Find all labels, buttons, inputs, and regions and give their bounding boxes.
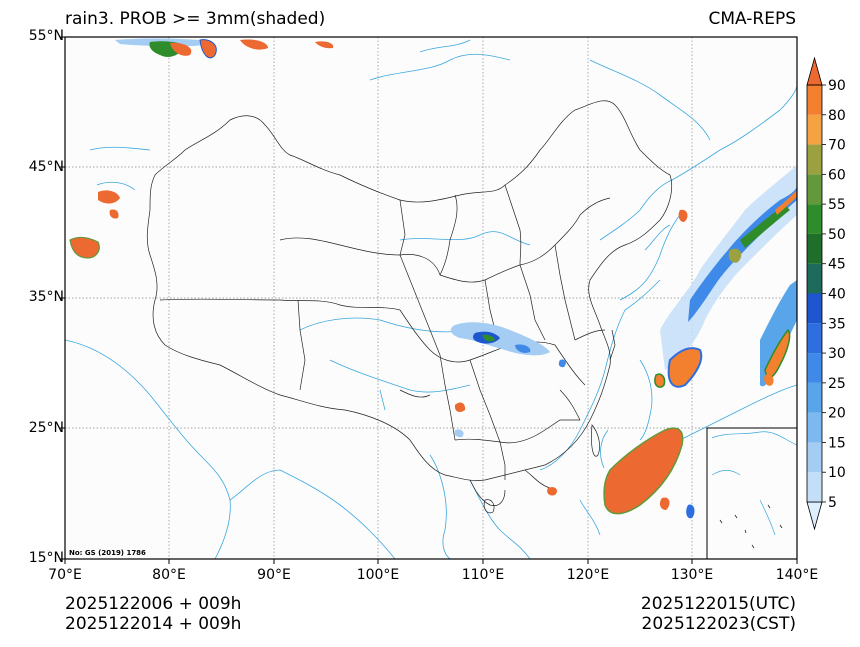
colorbar-label: 10 xyxy=(828,465,846,481)
lat-label-55: 55°N xyxy=(28,28,64,44)
init-time-block: 2025122006 + 009h 2025122014 + 009h xyxy=(65,594,241,634)
lon-label-120: 120°E xyxy=(566,567,610,583)
colorbar-label: 35 xyxy=(828,316,846,332)
lat-label-25: 25°N xyxy=(28,420,64,436)
colorbar-label: 50 xyxy=(828,227,846,243)
colorbar-over-triangle xyxy=(806,56,823,86)
colorbar-segment xyxy=(807,204,822,234)
map-title: rain3. PROB >= 3mm(shaded) xyxy=(65,9,326,29)
colorbar-segment xyxy=(807,442,822,473)
colorbar-label: 90 xyxy=(828,78,846,94)
lon-label-140: 140°E xyxy=(775,567,819,583)
colorbar-label: 55 xyxy=(828,197,846,213)
valid-time-utc: 2025122015(UTC) xyxy=(640,594,796,614)
colorbar-segment xyxy=(807,293,822,324)
model-name: CMA-REPS xyxy=(708,9,796,29)
map-approval-note: No: GS (2019) 1786 xyxy=(69,549,146,557)
lat-label-45: 45°N xyxy=(28,159,64,175)
lon-label-130: 130°E xyxy=(670,567,714,583)
lon-label-110: 110°E xyxy=(461,567,505,583)
colorbar-segment xyxy=(807,472,822,502)
coastlines xyxy=(64,39,798,560)
island-outlines xyxy=(483,424,600,514)
colorbar-segment xyxy=(807,85,822,115)
colorbar-segment xyxy=(807,263,822,294)
colorbar-label: 5 xyxy=(828,495,837,511)
valid-time-cst: 2025122023(CST) xyxy=(641,614,796,634)
init-time-utc: 2025122006 + 009h xyxy=(65,594,242,614)
colorbar-label: 70 xyxy=(828,138,846,154)
colorbar-label: 15 xyxy=(828,435,846,451)
colorbar-label: 60 xyxy=(828,167,846,183)
colorbar-segment xyxy=(807,144,822,175)
colorbar-label: 30 xyxy=(828,346,846,362)
colorbar-segment xyxy=(807,382,822,413)
inset-map xyxy=(706,427,798,560)
colorbar-label: 45 xyxy=(828,257,846,273)
colorbar-segment xyxy=(807,323,822,354)
colorbar-segment xyxy=(807,174,822,205)
colorbar-segment xyxy=(807,233,822,264)
colorbar-label: 20 xyxy=(828,406,846,422)
colorbar-label: 40 xyxy=(828,287,846,303)
colorbar-under-triangle xyxy=(806,501,823,531)
axis-ticks xyxy=(60,36,798,564)
colorbar-segment xyxy=(807,353,822,383)
lat-label-15: 15°N xyxy=(28,550,64,566)
lon-label-80: 80°E xyxy=(152,567,186,583)
lon-label-90: 90°E xyxy=(257,567,291,583)
lon-label-70: 70°E xyxy=(48,567,82,583)
lat-label-35: 35°N xyxy=(28,289,64,305)
valid-time-block: 2025122015(UTC) 2025122023(CST) xyxy=(641,594,796,634)
colorbar-segment xyxy=(807,114,822,145)
init-time-cst: 2025122014 + 009h xyxy=(65,614,242,634)
colorbar-segment xyxy=(807,412,822,443)
precip-shading xyxy=(69,38,797,519)
colorbar-label: 25 xyxy=(828,376,846,392)
colorbar-label: 80 xyxy=(828,108,846,124)
colorbar: 5 10 15 20 25 30 35 40 45 50 55 60 70 80 90 xyxy=(806,56,846,531)
lon-label-100: 100°E xyxy=(356,567,400,583)
